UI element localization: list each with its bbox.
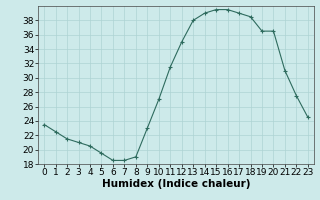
X-axis label: Humidex (Indice chaleur): Humidex (Indice chaleur) [102, 179, 250, 189]
